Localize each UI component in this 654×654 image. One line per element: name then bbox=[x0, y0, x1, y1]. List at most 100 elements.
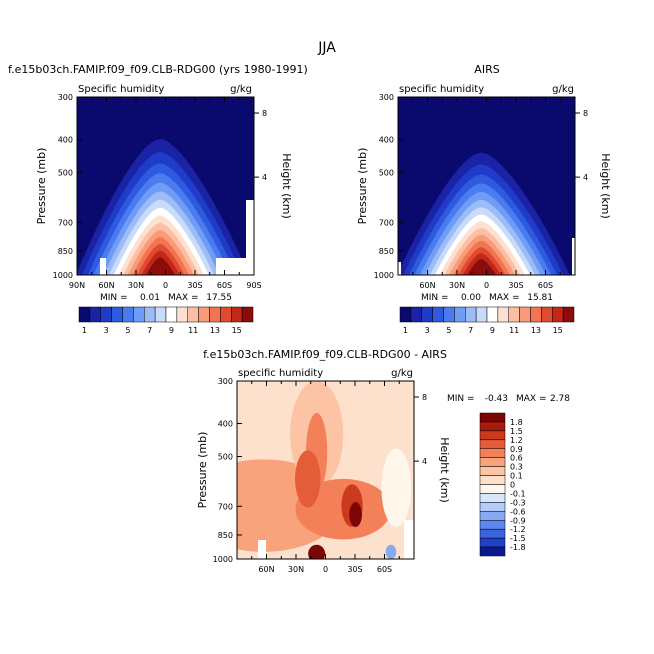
y-tick-label-right: 4 bbox=[583, 173, 588, 182]
colorbar-label: 1.5 bbox=[510, 427, 523, 436]
x-tick-label: 30S bbox=[347, 565, 362, 574]
x-tick-label: 0 bbox=[163, 281, 168, 290]
colorbar-cell bbox=[176, 306, 188, 323]
colorbar-cell bbox=[154, 306, 167, 323]
colorbar-cell bbox=[78, 306, 91, 323]
colorbar-cell bbox=[122, 306, 134, 323]
colorbar-cell bbox=[241, 306, 254, 323]
axes: 300 400 500 700 850 1000 8 4 60N 30N 0 30S 60S bbox=[374, 93, 588, 290]
colorbar-label: 7 bbox=[468, 326, 473, 335]
colorbar-cell bbox=[479, 537, 506, 548]
colorbar-label: 13 bbox=[531, 326, 541, 335]
y-tick-label-right: 4 bbox=[422, 457, 427, 466]
colorbar-label: -1.5 bbox=[510, 534, 526, 543]
max-value: 15.81 bbox=[527, 293, 553, 303]
x-tick-label: 0 bbox=[484, 281, 489, 290]
y-tick-label: 1000 bbox=[53, 271, 73, 280]
y-tick-label: 850 bbox=[218, 531, 233, 540]
x-tick-label: 60N bbox=[419, 281, 435, 290]
contour-band bbox=[385, 544, 397, 559]
missing-data bbox=[100, 258, 106, 275]
colorbar-cell bbox=[479, 484, 506, 494]
colorbar-cell bbox=[454, 306, 466, 323]
y-tick-label: 700 bbox=[58, 218, 73, 227]
colorbar-cell bbox=[432, 306, 444, 323]
colorbar-cell bbox=[165, 306, 178, 323]
y-tick-label: 400 bbox=[379, 136, 394, 145]
contour-band bbox=[467, 258, 497, 275]
colorbar-label: -0.1 bbox=[510, 489, 526, 498]
colorbar-cell bbox=[541, 306, 553, 323]
colorbar-label: 9 bbox=[490, 326, 495, 335]
colorbar-cell bbox=[479, 421, 506, 432]
y-tick-label: 500 bbox=[218, 453, 233, 462]
x-tick-label: 60S bbox=[217, 281, 232, 290]
colorbar-cell bbox=[479, 457, 506, 467]
panel-airs: AIRS specific humidity g/kg 300400500700… bbox=[356, 63, 612, 335]
y-tick-label: 300 bbox=[218, 377, 233, 386]
contour-band bbox=[381, 448, 412, 527]
min-label: MIN = bbox=[421, 293, 449, 303]
x-tick-label: 30N bbox=[449, 281, 465, 290]
colorbar-cell bbox=[479, 511, 506, 521]
colorbar-label: 1 bbox=[403, 326, 408, 335]
x-tick-label: 30S bbox=[187, 281, 202, 290]
y-tick-label: 850 bbox=[58, 247, 73, 256]
colorbar-cell bbox=[100, 306, 112, 323]
colorbar-label: -0.9 bbox=[510, 516, 526, 525]
colorbar-cell bbox=[519, 306, 531, 323]
panel-title: f.e15b03ch.FAMIP.f09_f09.CLB-RDG00 - AIR… bbox=[203, 348, 447, 361]
colorbar-label: 0 bbox=[510, 481, 515, 490]
colorbar-label: 5 bbox=[125, 326, 130, 335]
colorbar-cell bbox=[479, 502, 506, 512]
max-label: MAX = bbox=[168, 293, 199, 303]
y-tick-label: 300 bbox=[379, 93, 394, 102]
panel-subtitle-left: specific humidity bbox=[238, 368, 323, 379]
colorbar-cell bbox=[209, 306, 221, 323]
colorbar-label: 0.1 bbox=[510, 472, 523, 481]
y-tick-label: 500 bbox=[379, 169, 394, 178]
colorbar-cell bbox=[479, 439, 506, 449]
x-tick-label: 60S bbox=[538, 281, 553, 290]
colorbar-label: 7 bbox=[147, 326, 152, 335]
colorbar-label: 11 bbox=[509, 326, 519, 335]
y-tick-label-right: 8 bbox=[422, 393, 427, 402]
colorbar-label: 0.9 bbox=[510, 445, 523, 454]
colorbar: 1 3 5 7 9 11 13 15 bbox=[399, 306, 575, 335]
panel-subtitle-right: g/kg bbox=[230, 84, 252, 95]
panel-title: AIRS bbox=[474, 63, 499, 76]
y-tick-label: 1000 bbox=[213, 555, 233, 564]
y-axis-label-right: Height (km) bbox=[280, 153, 293, 219]
contour-band bbox=[295, 450, 321, 508]
colorbar-label: 9 bbox=[169, 326, 174, 335]
colorbar-cell bbox=[479, 430, 506, 441]
colorbar-label: -1.2 bbox=[510, 525, 526, 534]
y-tick-label-right: 4 bbox=[262, 173, 267, 182]
panel-subtitle-right: g/kg bbox=[391, 368, 413, 379]
x-tick-label: 60N bbox=[258, 565, 274, 574]
min-label: MIN = bbox=[447, 394, 475, 404]
panel-subtitle-left: specific humidity bbox=[399, 84, 484, 95]
y-tick-label: 700 bbox=[218, 502, 233, 511]
axes: 300 400 500 700 850 1000 8 4 60N 30N 0 30S 60S bbox=[213, 377, 427, 574]
colorbar-cell bbox=[133, 306, 145, 323]
contour-band bbox=[349, 502, 362, 527]
colorbar-label: -0.6 bbox=[510, 507, 526, 516]
x-tick-label: 90N bbox=[69, 281, 85, 290]
panel-difference: f.e15b03ch.FAMIP.f09_f09.CLB-RDG00 - AIR… bbox=[196, 348, 570, 574]
colorbar-cell bbox=[475, 306, 488, 323]
panel-model: f.e15b03ch.FAMIP.f09_f09.CLB-RDG00 (yrs … bbox=[8, 63, 308, 335]
x-tick-label: 60N bbox=[98, 281, 114, 290]
colorbar-cell bbox=[410, 306, 422, 323]
colorbar-cell bbox=[231, 306, 243, 323]
colorbar-cell bbox=[497, 306, 509, 323]
y-tick-label: 300 bbox=[58, 93, 73, 102]
y-axis-label: Pressure (mb) bbox=[356, 148, 369, 225]
y-tick-label: 700 bbox=[379, 218, 394, 227]
min-value: 0.01 bbox=[140, 293, 160, 303]
contour-fill bbox=[77, 97, 254, 275]
colorbar-label: 1 bbox=[82, 326, 87, 335]
max-value: 17.55 bbox=[206, 293, 232, 303]
contour-band bbox=[146, 257, 176, 275]
